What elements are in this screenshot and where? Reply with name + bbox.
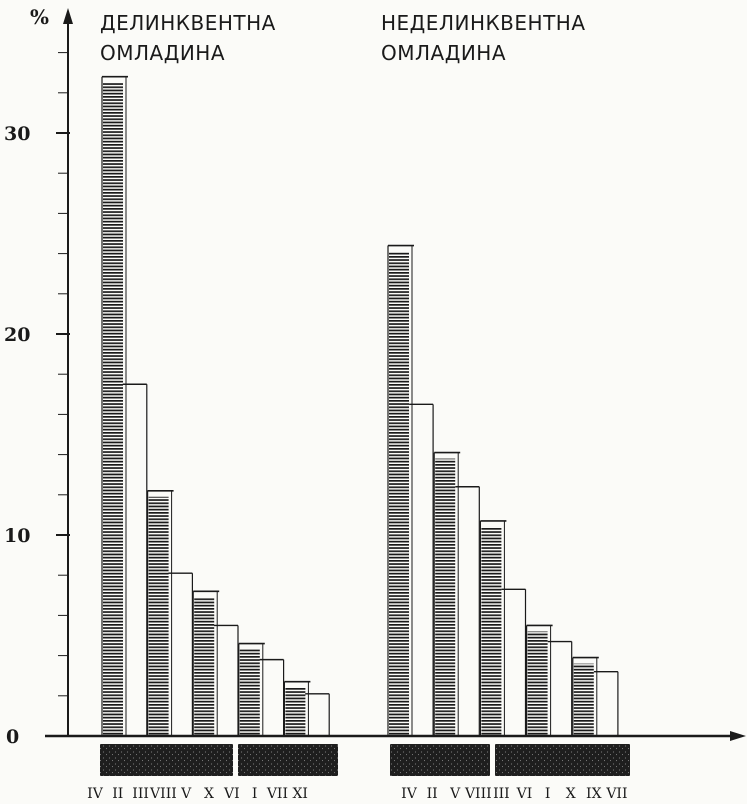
bar-hatch	[435, 458, 456, 736]
bar-hatch	[239, 649, 260, 736]
category-label: VI	[516, 786, 533, 802]
category-label: IV	[401, 786, 418, 802]
bar-hatch	[103, 82, 123, 737]
bar-hatch	[389, 251, 409, 736]
y-tick-label: 0	[6, 726, 19, 748]
bar-hatch	[481, 526, 502, 736]
y-tick-label: 20	[4, 324, 30, 346]
category-label: VII	[605, 786, 627, 802]
category-strip	[100, 744, 233, 776]
category-label: III	[132, 786, 149, 802]
category-label: V	[180, 786, 192, 802]
category-strips	[100, 744, 630, 776]
category-label: X	[204, 786, 214, 802]
bars	[101, 75, 619, 737]
y-tick-label: 10	[4, 525, 30, 547]
group-title-line: ОМЛАДИНА	[100, 41, 225, 65]
y-axis-unit-label: %	[30, 5, 49, 29]
group-titles: ДЕЛИНКВЕНТНА ОМЛАДИНА НЕДЕЛИНКВЕНТНА ОМЛАДИ…	[100, 11, 586, 65]
category-label: III	[493, 786, 510, 802]
category-label: XI	[292, 786, 308, 802]
bar-hatch	[527, 631, 548, 736]
category-strip	[390, 744, 490, 776]
bar-hatch	[573, 663, 594, 736]
group-title-line: НЕДЕЛИНКВЕНТНА	[381, 11, 586, 35]
category-labels: IV II III VIII V X VI I VII XI IV II V VIII III VI I X IX V…	[87, 786, 627, 802]
category-label: VI	[223, 786, 240, 802]
category-label: VII	[266, 786, 288, 802]
group-title-line: ОМЛАДИНА	[381, 41, 506, 65]
category-label: IX	[586, 786, 602, 802]
x-axis-arrow	[730, 731, 746, 741]
bar-hatch	[148, 496, 169, 736]
category-label: II	[427, 786, 438, 802]
category-label: I	[545, 786, 551, 802]
category-label: V	[449, 786, 461, 802]
y-tick-label: 30	[4, 123, 30, 145]
category-strip	[495, 744, 630, 776]
group-title-line: ДЕЛИНКВЕНТНА	[100, 11, 276, 35]
bar-hatch	[194, 597, 215, 736]
category-label: I	[252, 786, 258, 802]
category-label: II	[112, 786, 123, 802]
category-strip	[238, 744, 338, 776]
category-label: IV	[87, 786, 104, 802]
y-axis-arrow	[63, 8, 73, 24]
category-label: VIII	[149, 786, 177, 802]
bar-hatch	[285, 687, 306, 736]
category-label: VIII	[464, 786, 492, 802]
category-label: X	[566, 786, 576, 802]
